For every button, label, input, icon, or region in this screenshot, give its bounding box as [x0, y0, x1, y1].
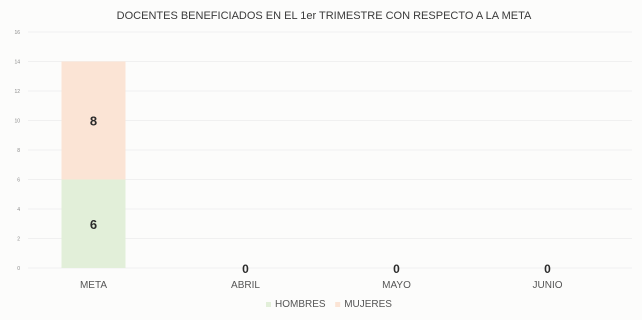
data-label: 0	[242, 262, 249, 276]
y-tick-label: 0	[17, 266, 20, 272]
y-tick-label: 14	[14, 60, 20, 66]
y-tick-label: 10	[14, 119, 20, 125]
data-label: 0	[544, 262, 551, 276]
legend-label-hombres: HOMBRES	[275, 299, 326, 310]
data-label: 6	[90, 217, 97, 232]
y-tick-label: 16	[14, 30, 20, 36]
y-tick-label: 4	[17, 207, 20, 213]
data-label: 8	[90, 114, 97, 129]
bars	[61, 61, 126, 268]
x-axis-ticks: META ABRIL MAYO JUNIO	[80, 280, 563, 291]
x-tick-label-abril: ABRIL	[231, 280, 260, 291]
x-tick-label-mayo: MAYO	[382, 280, 411, 291]
gridlines	[28, 31, 632, 269]
y-tick-label: 2	[17, 237, 20, 243]
y-axis-ticks: 0 2 4 6 8 10 12 14 16	[14, 30, 20, 272]
x-tick-label-junio: JUNIO	[533, 280, 563, 291]
x-tick-label-meta: META	[80, 280, 107, 291]
y-tick-label: 6	[17, 178, 20, 184]
legend-swatch-mujeres	[335, 302, 341, 307]
data-label: 0	[393, 262, 400, 276]
legend: HOMBRES MUJERES	[266, 299, 392, 310]
data-labels: 8 6 0 0 0	[90, 114, 551, 277]
chart-title: DOCENTES BENEFICIADOS EN EL 1er TRIMESTR…	[117, 10, 532, 22]
bar-hombres-meta	[61, 179, 126, 268]
y-tick-label: 12	[14, 89, 20, 95]
legend-label-mujeres: MUJERES	[344, 299, 392, 310]
bar-mujeres-meta	[61, 61, 126, 180]
y-tick-label: 8	[17, 148, 20, 154]
legend-swatch-hombres	[266, 302, 271, 307]
